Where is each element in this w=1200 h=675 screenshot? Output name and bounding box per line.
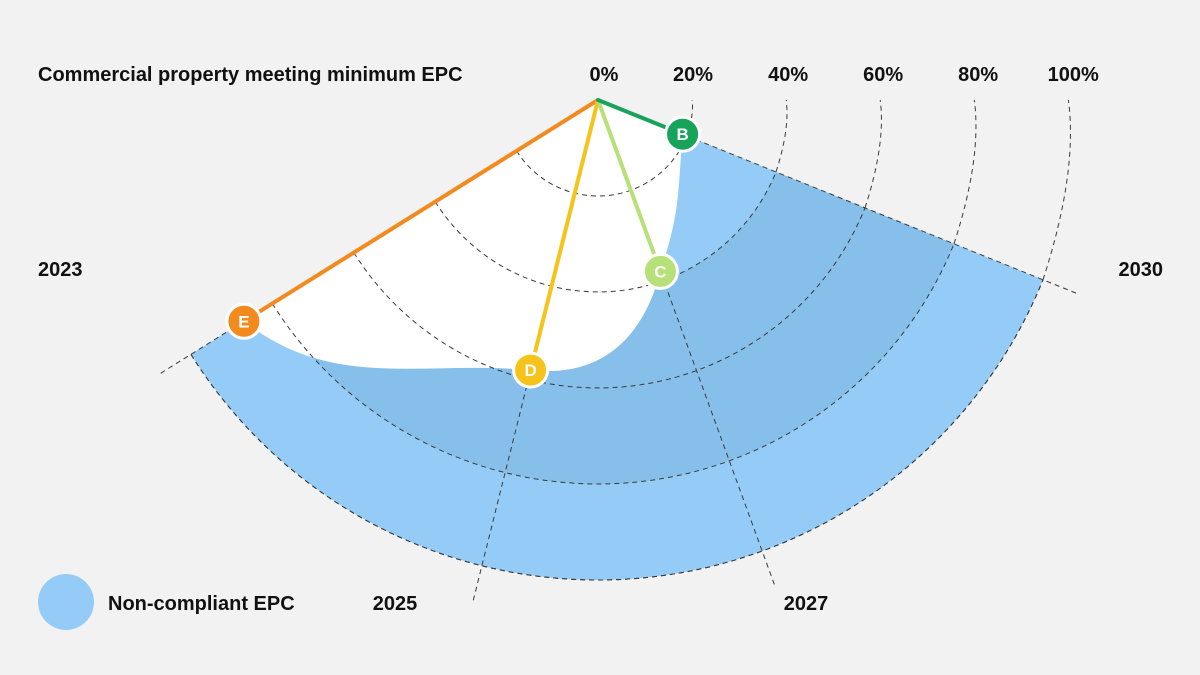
year-label-2030: 2030 [1119,259,1164,281]
marker-label-e: E [238,312,249,331]
grid-arc-40 [434,171,777,293]
grid-ext-100 [1042,99,1071,280]
grid-arc-60 [353,207,866,389]
series-line-e [241,98,600,324]
marker-circle-d [512,351,550,389]
grid-radial-2027 [633,199,776,588]
year-label-2023: 2023 [38,259,83,281]
grid-arc-20 [516,135,688,197]
grid-arc-80 [271,243,955,485]
marker-e: E [225,302,263,340]
tick-label-20: 20% [673,64,713,86]
tick-label-80: 80% [958,64,998,86]
marker-circle-b [664,115,702,153]
legend: Non-compliant EPC [38,574,295,630]
marker-label-c: C [654,262,666,281]
legend-swatch [38,574,94,630]
grid-ext-40 [775,99,788,173]
grid-ext-80 [953,99,977,244]
axis-labels: Commercial property meeting minimum EPC … [38,64,1163,615]
tick-label-40: 40% [768,64,808,86]
marker-circle-e [225,302,263,340]
grid-ext-60 [864,99,882,209]
series-line-c [596,98,663,274]
marker-label-d: D [524,361,536,380]
tick-label-60: 60% [863,64,903,86]
marker-c: C [641,252,679,290]
marker-d: D [512,351,550,389]
year-label-2025: 2025 [373,593,418,615]
chart-title: Commercial property meeting minimum EPC [38,64,463,86]
grid-radial-2030 [695,139,1079,295]
marker-b: B [664,115,702,153]
legend-label: Non-compliant EPC [108,593,295,615]
compliant-area [182,100,683,372]
marker-label-b: B [676,125,688,144]
outer-arc [190,279,1044,581]
marker-circle-c [641,252,679,290]
tick-label-0: 0% [590,64,619,86]
grid-radial-2025 [472,202,573,604]
series-line-d [528,98,600,373]
point-markers: E D C B [225,115,702,389]
tick-label-100: 100% [1048,64,1099,86]
year-label-2027: 2027 [784,593,829,615]
grid-radial-2023 [158,155,509,376]
compliant-region [182,100,683,372]
grid-lines [158,99,1079,604]
